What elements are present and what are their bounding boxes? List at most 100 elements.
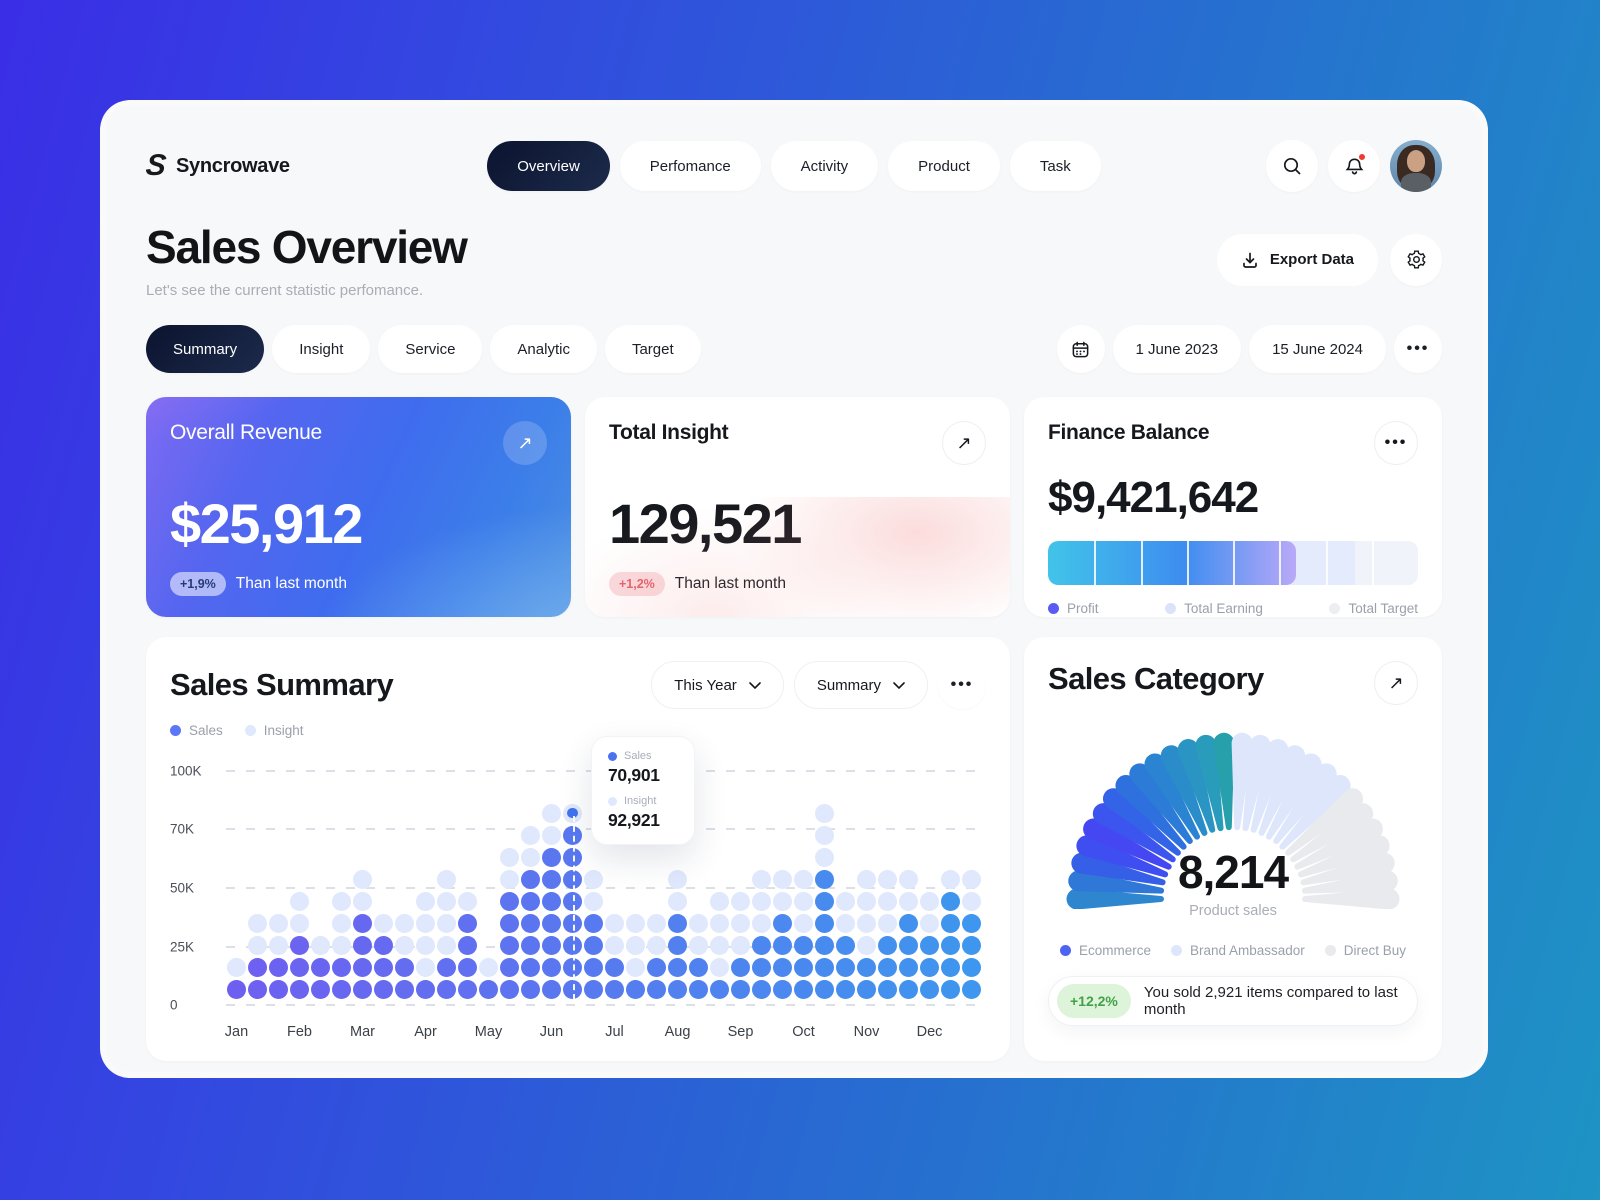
view-select[interactable]: Summary [793, 661, 928, 709]
sales-dot [836, 979, 855, 999]
sales-summary-more-button[interactable]: ••• [938, 661, 986, 709]
sales-dot [920, 935, 939, 955]
legend-dot-icon [1170, 945, 1182, 956]
total-insight-value: 129,521 [609, 492, 802, 555]
insight-dot [290, 891, 309, 911]
chart-column [290, 890, 309, 1000]
insight-dot [731, 935, 750, 955]
sales-dot [794, 957, 813, 977]
nav-tab-product[interactable]: Product [888, 141, 1000, 191]
notifications-button[interactable] [1328, 140, 1380, 192]
filter-tab-service[interactable]: Service [378, 325, 483, 373]
filter-tab-summary[interactable]: Summary [146, 325, 265, 373]
filter-tab-analytic[interactable]: Analytic [490, 325, 597, 373]
sales-dot [668, 913, 687, 933]
chart-column [269, 912, 288, 1000]
nav-tab-activity[interactable]: Activity [770, 141, 879, 191]
filter-tab-target[interactable]: Target [604, 325, 701, 373]
settings-button[interactable] [1390, 233, 1442, 286]
calendar-icon [1072, 341, 1089, 357]
sales-dot [689, 957, 708, 977]
insight-dot [332, 935, 351, 955]
sales-dot [752, 979, 771, 999]
insight-dot [710, 957, 729, 977]
sales-dot [920, 957, 939, 977]
sales-dot [773, 957, 792, 977]
insight-dot [290, 913, 309, 933]
legend-dot-icon [170, 725, 181, 736]
user-avatar[interactable] [1390, 140, 1442, 192]
y-axis-tick: 100K [170, 763, 202, 779]
chart-column [626, 912, 645, 1000]
insight-dot [710, 913, 729, 933]
insight-dot [500, 869, 519, 889]
export-data-button[interactable]: Export Data [1216, 233, 1378, 286]
period-select[interactable]: This Year [651, 661, 784, 709]
nav-tab-overview[interactable]: Overview [487, 141, 610, 191]
calendar-button[interactable] [1056, 325, 1105, 373]
legend-item-brand-ambassador: Brand Ambassador [1170, 943, 1305, 958]
sales-dot [521, 913, 540, 933]
insight-dot [353, 869, 372, 889]
sales-category-card: Sales Category ↗ 8,214 Product sales Eco… [1024, 637, 1442, 1061]
total-insight-note: Than last month [674, 575, 786, 592]
search-button[interactable] [1266, 140, 1318, 192]
x-axis-label-jun: Jun [539, 1024, 564, 1040]
nav-tab-task[interactable]: Task [1009, 141, 1101, 191]
finance-progress-divider [1279, 541, 1282, 585]
sales-category-open-button[interactable]: ↗ [1374, 661, 1418, 705]
brand-name: Syncrowave [176, 154, 290, 177]
insight-dot [689, 913, 708, 933]
legend-item-total-earning: Total Earning [1165, 601, 1263, 616]
sales-dot [332, 957, 351, 977]
arrow-up-right-icon: ↗ [1388, 672, 1404, 693]
sales-dot [815, 869, 834, 889]
insight-dot [626, 935, 645, 955]
sales-dot [731, 979, 750, 999]
nav-tab-perfomance[interactable]: Perfomance [619, 141, 761, 191]
insight-dot [626, 957, 645, 977]
overall-revenue-open-button[interactable]: ↗ [503, 421, 547, 465]
filter-tab-insight[interactable]: Insight [272, 325, 371, 373]
sales-dot [668, 957, 687, 977]
legend-dot-icon [1165, 603, 1177, 614]
insight-dot [395, 935, 414, 955]
sales-dot [836, 957, 855, 977]
sales-dot [542, 891, 561, 911]
chart-column [458, 890, 477, 1000]
chart-tooltip: Sales 70,901 Insight 92,921 [591, 736, 695, 845]
sales-dot [773, 935, 792, 955]
chevron-down-icon [893, 681, 905, 689]
x-axis-label-jan: Jan [224, 1024, 249, 1040]
gauge-petal [1144, 753, 1200, 840]
sales-dot [521, 869, 540, 889]
chart-column [374, 912, 393, 1000]
filter-bar: Summary Insight Service Analytic Target 1 Ju… [146, 325, 1442, 373]
gauge-petal [1066, 888, 1164, 909]
legend-dot-icon [1324, 945, 1336, 956]
sales-category-message: +12,2% You sold 2,921 items compared to … [1048, 976, 1418, 1026]
legend-label: Profit [1067, 601, 1099, 616]
date-from-pill[interactable]: 1 June 2023 [1112, 325, 1242, 373]
insight-dot [542, 825, 561, 845]
sales-dot [542, 979, 561, 999]
sales-dot [500, 979, 519, 999]
overall-revenue-title: Overall Revenue [170, 421, 322, 444]
date-to-pill[interactable]: 15 June 2024 [1249, 325, 1386, 373]
gauge-petal [1068, 870, 1165, 894]
chart-column [689, 912, 708, 1000]
legend-item-total-target: Total Target [1329, 601, 1418, 616]
finance-balance-more-button[interactable]: ••• [1374, 421, 1418, 465]
product-sales-label: Product sales [1189, 903, 1277, 919]
total-insight-delta: +1,2% Than last month [609, 572, 986, 596]
finance-progress-divider [1371, 541, 1374, 585]
sales-dot-icon [608, 751, 617, 761]
filter-more-button[interactable]: ••• [1394, 325, 1442, 373]
insight-dot [836, 913, 855, 933]
insight-dot [731, 913, 750, 933]
gauge-petal [1302, 888, 1400, 909]
x-axis-label-aug: Aug [664, 1024, 691, 1040]
total-insight-open-button[interactable]: ↗ [942, 421, 986, 465]
insight-dot-icon [608, 796, 617, 806]
insight-dot [269, 913, 288, 933]
